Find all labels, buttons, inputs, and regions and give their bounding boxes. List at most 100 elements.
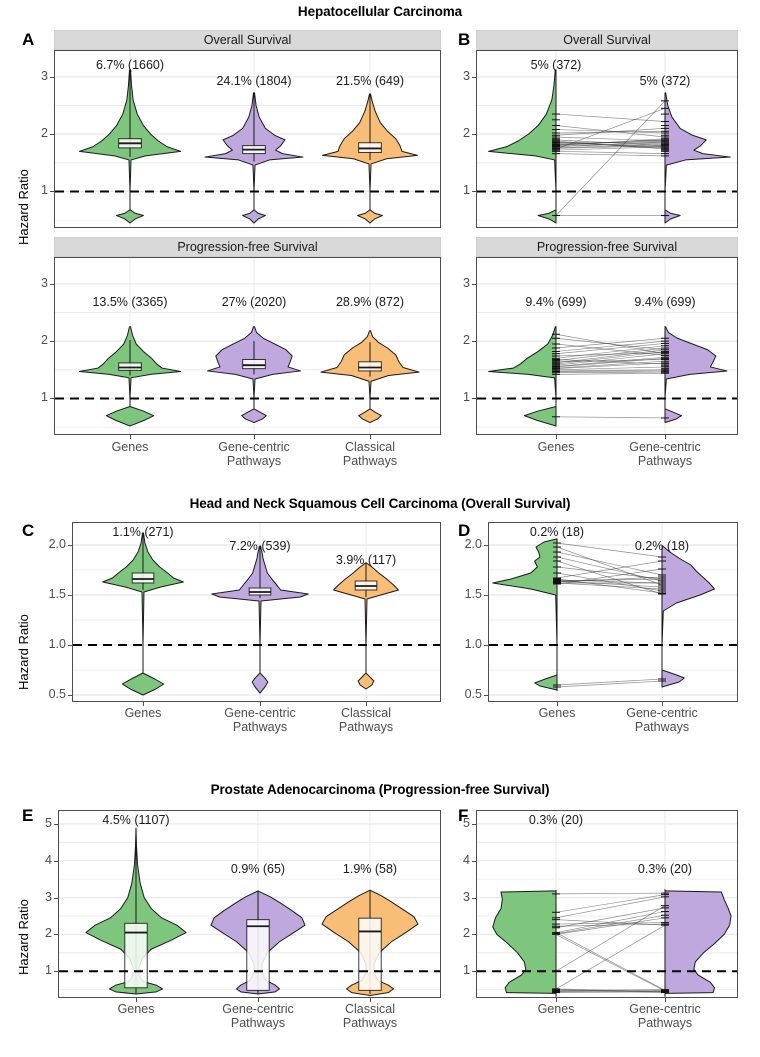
y-tick-mark	[54, 897, 58, 899]
y-tick-mark	[50, 191, 54, 193]
y-tick-label: 2	[41, 333, 48, 348]
x-tick-label: Classical Pathways	[338, 706, 394, 734]
x-tick-mark	[556, 998, 557, 1002]
y-tick-mark	[54, 860, 58, 862]
facet-strip-label: Overall Survival	[54, 30, 441, 50]
y-tick-mark	[472, 341, 476, 343]
y-tick-label: 1	[463, 390, 470, 405]
y-tick-mark	[54, 971, 58, 973]
x-tick-label: Genes	[537, 440, 575, 454]
y-tick-mark	[50, 283, 54, 285]
y-tick-mark	[472, 134, 476, 136]
y-tick-label: 1.5	[464, 587, 482, 601]
y-axis-label: Hazard Ratio	[16, 614, 31, 690]
plot-area-e-0	[58, 810, 441, 998]
y-tick-label: 0.5	[48, 687, 66, 701]
panel-letter-e: E	[22, 806, 34, 825]
x-tick-label: Gene-centric Pathways	[629, 440, 701, 468]
x-tick-label: Gene-centric Pathways	[626, 706, 698, 734]
x-tick-mark	[665, 998, 666, 1002]
panel-letter-c: C	[22, 521, 35, 540]
violin-annotation: 1.9% (58)	[342, 862, 398, 876]
section-title-hnsc: Head and Neck Squamous Cell Carcinoma (O…	[189, 496, 571, 511]
x-tick-label: Genes	[538, 706, 576, 720]
y-tick-mark	[50, 398, 54, 400]
violin-annotation: 7.2% (539)	[229, 539, 291, 553]
panel-letter-d: D	[458, 521, 471, 540]
y-tick-label: 1	[45, 963, 52, 978]
plot-area-b-1	[476, 257, 738, 435]
y-tick-label: 3	[463, 275, 470, 290]
x-tick-mark	[258, 998, 259, 1002]
facet-strip-label: Overall Survival	[476, 30, 738, 50]
y-tick-mark	[472, 398, 476, 400]
y-tick-mark	[472, 860, 476, 862]
violin-annotation: 4.5% (1107)	[102, 813, 170, 827]
y-tick-label: 4	[45, 852, 52, 867]
x-tick-label: Gene-centric Pathways	[218, 440, 290, 468]
x-tick-mark	[665, 435, 666, 439]
violin-annotation: 0.2% (18)	[529, 525, 585, 539]
y-tick-label: 1	[463, 183, 470, 198]
y-tick-mark	[484, 595, 488, 596]
y-tick-mark	[484, 695, 488, 696]
y-tick-label: 4	[463, 852, 470, 867]
violin-annotation: 13.5% (3365)	[92, 295, 168, 309]
x-tick-label: Gene-centric Pathways	[629, 1002, 701, 1030]
y-tick-label: 2	[463, 333, 470, 348]
violin-annotation: 0.9% (65)	[230, 862, 286, 876]
y-tick-mark	[68, 595, 72, 596]
violin-annotation: 28.9% (872)	[335, 295, 405, 309]
y-tick-label: 2.0	[48, 537, 66, 551]
plot-area-a-1	[54, 257, 441, 435]
x-tick-label: Genes	[117, 1002, 155, 1016]
x-tick-label: Gene-centric Pathways	[224, 706, 296, 734]
plot-area-b-0	[476, 50, 738, 228]
violin-annotation: 21.5% (649)	[335, 74, 405, 88]
violin-annotation: 6.7% (1660)	[95, 58, 165, 72]
plot-area-f-0	[476, 810, 738, 998]
y-tick-mark	[472, 823, 476, 825]
y-tick-mark	[472, 191, 476, 193]
x-tick-mark	[136, 998, 137, 1002]
y-tick-label: 2	[463, 926, 470, 941]
panel-letter-f: F	[458, 806, 469, 825]
y-tick-mark	[50, 134, 54, 136]
violin-annotation: 9.4% (699)	[634, 295, 696, 309]
y-tick-label: 5	[45, 815, 52, 830]
violin-annotation: 1.1% (271)	[112, 525, 174, 539]
violin-annotation: 27% (2020)	[221, 295, 287, 309]
plot-area-a-0	[54, 50, 441, 228]
x-tick-mark	[254, 435, 255, 439]
plot-area-d-0	[488, 522, 738, 702]
y-tick-label: 1.0	[464, 637, 482, 651]
y-tick-label: 3	[463, 889, 470, 904]
y-tick-mark	[472, 76, 476, 78]
panel-letter-b: B	[458, 30, 471, 49]
y-tick-mark	[68, 545, 72, 546]
y-tick-mark	[50, 341, 54, 343]
violin-annotation: 0.3% (20)	[528, 813, 584, 827]
y-tick-mark	[472, 283, 476, 285]
y-tick-label: 1	[41, 183, 48, 198]
x-tick-mark	[366, 702, 367, 706]
y-tick-mark	[472, 971, 476, 973]
x-tick-label: Classical Pathways	[342, 1002, 398, 1030]
panel-letter-a: A	[22, 30, 35, 49]
facet-strip-label: Progression-free Survival	[54, 237, 441, 257]
violin-annotation: 24.1% (1804)	[216, 74, 292, 88]
y-tick-label: 2	[463, 126, 470, 141]
x-tick-mark	[370, 435, 371, 439]
y-tick-label: 2	[45, 926, 52, 941]
x-tick-label: Gene-centric Pathways	[222, 1002, 294, 1030]
x-tick-label: Genes	[111, 440, 149, 454]
x-tick-label: Classical Pathways	[342, 440, 398, 468]
y-tick-label: 1.5	[48, 587, 66, 601]
y-tick-mark	[54, 934, 58, 936]
x-tick-mark	[260, 702, 261, 706]
violin-annotation: 5% (372)	[530, 58, 582, 72]
violin-annotation: 0.2% (18)	[634, 539, 690, 553]
x-tick-mark	[370, 998, 371, 1002]
y-tick-label: 1	[41, 390, 48, 405]
